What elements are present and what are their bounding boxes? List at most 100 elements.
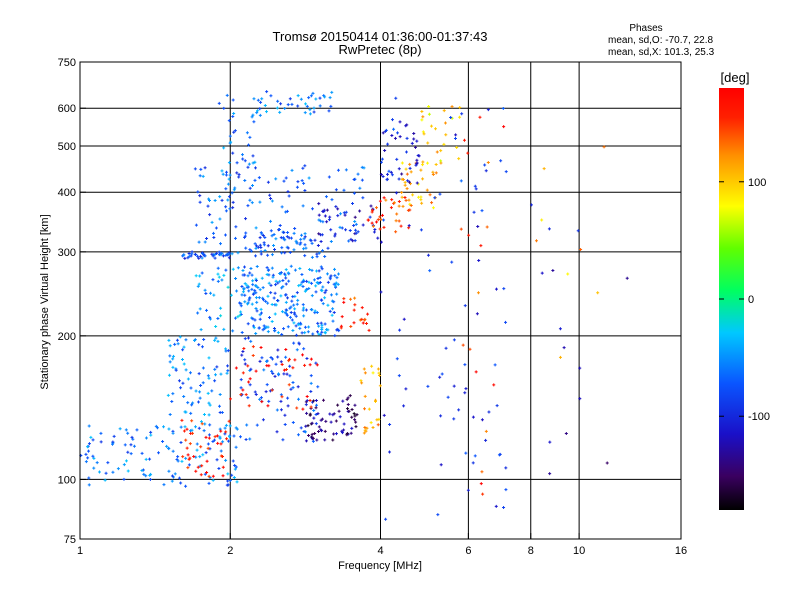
data-point bbox=[373, 228, 377, 232]
data-point bbox=[290, 168, 294, 172]
data-point bbox=[464, 451, 468, 455]
data-point bbox=[246, 322, 250, 326]
data-point bbox=[419, 195, 423, 199]
data-point bbox=[230, 473, 234, 477]
data-point bbox=[316, 321, 320, 325]
data-point bbox=[412, 131, 416, 135]
data-point bbox=[235, 480, 239, 484]
data-point bbox=[475, 312, 479, 316]
data-point bbox=[173, 472, 177, 476]
data-point bbox=[310, 432, 314, 436]
data-point bbox=[421, 177, 425, 181]
data-point bbox=[335, 292, 339, 296]
data-point bbox=[291, 328, 295, 332]
data-point bbox=[220, 278, 224, 282]
data-point bbox=[499, 159, 503, 163]
data-point bbox=[224, 430, 228, 434]
data-point bbox=[226, 349, 230, 353]
data-point bbox=[212, 293, 216, 297]
data-point bbox=[483, 163, 487, 167]
data-point bbox=[464, 387, 468, 391]
data-point bbox=[323, 322, 327, 326]
data-point bbox=[241, 388, 245, 392]
data-point bbox=[323, 95, 327, 99]
data-point bbox=[312, 409, 316, 413]
data-point bbox=[240, 284, 244, 288]
data-point bbox=[396, 131, 400, 135]
data-point bbox=[360, 381, 364, 385]
data-point bbox=[400, 195, 404, 199]
data-point bbox=[232, 476, 236, 480]
data-point bbox=[397, 204, 401, 208]
data-point bbox=[548, 472, 552, 476]
data-point bbox=[404, 167, 408, 171]
data-point bbox=[231, 206, 235, 210]
data-point bbox=[474, 187, 478, 191]
data-point bbox=[258, 113, 262, 117]
data-point bbox=[360, 165, 364, 169]
data-point bbox=[421, 163, 425, 167]
data-point bbox=[384, 517, 388, 521]
data-point bbox=[309, 405, 313, 409]
data-point bbox=[342, 300, 346, 304]
data-point bbox=[223, 426, 227, 430]
data-point bbox=[362, 166, 366, 170]
data-point bbox=[243, 265, 247, 269]
data-point bbox=[112, 434, 116, 438]
data-point bbox=[201, 453, 205, 457]
data-point bbox=[260, 400, 264, 404]
data-point bbox=[86, 445, 90, 449]
data-point bbox=[248, 296, 252, 300]
data-point bbox=[206, 442, 210, 446]
data-point bbox=[176, 455, 180, 459]
data-point bbox=[370, 221, 374, 225]
data-point bbox=[87, 442, 91, 446]
data-point bbox=[314, 290, 318, 294]
data-point bbox=[267, 268, 271, 272]
data-point bbox=[203, 254, 207, 258]
data-point bbox=[224, 173, 228, 177]
data-point bbox=[350, 407, 354, 411]
data-point bbox=[407, 226, 411, 230]
data-point bbox=[330, 198, 334, 202]
data-point bbox=[254, 284, 258, 288]
data-point bbox=[455, 145, 459, 149]
data-point bbox=[161, 440, 165, 444]
data-point bbox=[310, 241, 314, 245]
data-point bbox=[376, 367, 380, 371]
data-point bbox=[252, 326, 256, 330]
data-point bbox=[184, 338, 188, 342]
data-point bbox=[243, 293, 247, 297]
data-point bbox=[354, 420, 358, 424]
data-point bbox=[316, 330, 320, 334]
data-point bbox=[337, 329, 341, 333]
data-point bbox=[339, 326, 343, 330]
data-point bbox=[284, 355, 288, 359]
data-point bbox=[310, 281, 314, 285]
data-point bbox=[187, 457, 191, 461]
data-point bbox=[255, 111, 259, 115]
data-point bbox=[306, 424, 310, 428]
data-point bbox=[290, 318, 294, 322]
data-point bbox=[251, 283, 255, 287]
data-point bbox=[394, 96, 398, 100]
data-point bbox=[352, 224, 356, 228]
data-point bbox=[284, 210, 288, 214]
data-point bbox=[237, 173, 241, 177]
data-point bbox=[426, 253, 430, 257]
data-point bbox=[439, 159, 443, 163]
data-point bbox=[250, 273, 254, 277]
data-point bbox=[193, 338, 197, 342]
data-point bbox=[390, 118, 394, 122]
data-point bbox=[227, 161, 231, 165]
data-point bbox=[197, 372, 201, 376]
data-point bbox=[207, 481, 211, 485]
data-point bbox=[382, 218, 386, 222]
data-point bbox=[168, 344, 172, 348]
data-point bbox=[442, 142, 446, 146]
data-point bbox=[192, 454, 196, 458]
data-point bbox=[218, 195, 222, 199]
data-point bbox=[365, 426, 369, 430]
data-point bbox=[129, 452, 133, 456]
data-point bbox=[257, 326, 261, 330]
